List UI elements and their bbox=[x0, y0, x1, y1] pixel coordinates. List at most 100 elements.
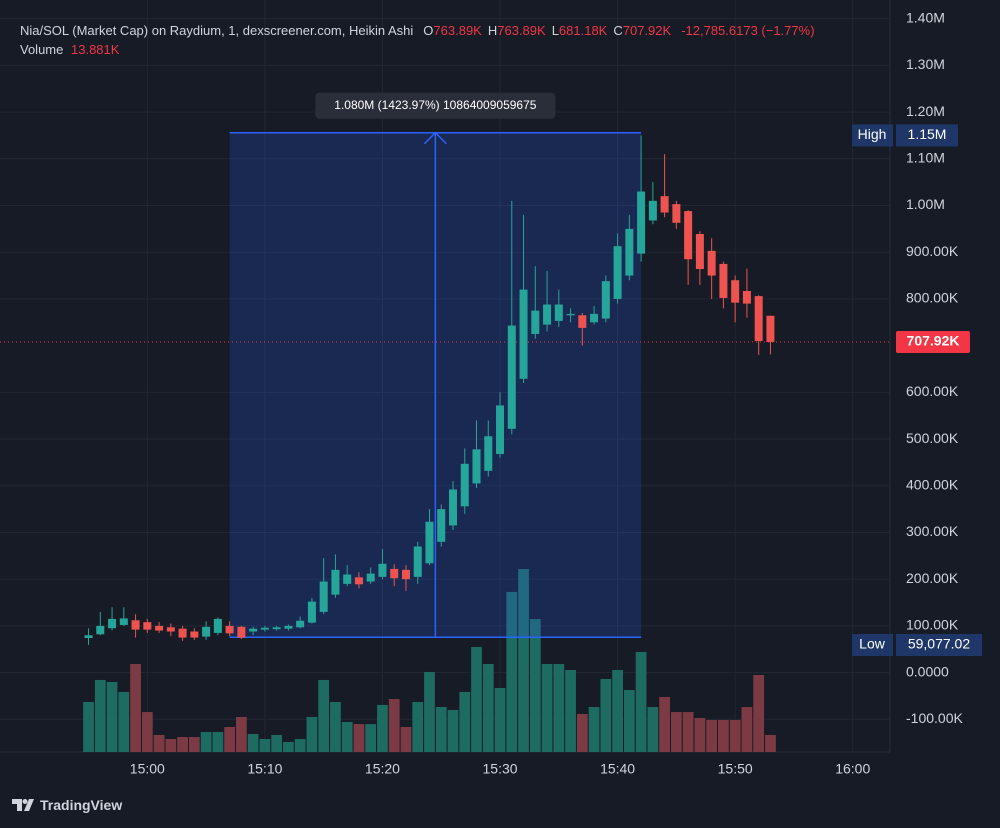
candle-body bbox=[190, 631, 199, 638]
candle-body bbox=[648, 200, 657, 221]
candle-body bbox=[601, 281, 610, 319]
change: -12,785.6173 (−1.77%) bbox=[681, 23, 815, 38]
candle-body bbox=[437, 509, 446, 542]
marker-name-box bbox=[852, 634, 893, 657]
candle-body bbox=[225, 625, 234, 634]
y-tick-label: 100.00K bbox=[906, 617, 959, 633]
candle-body bbox=[531, 310, 540, 334]
candle-body bbox=[613, 246, 622, 299]
candle-body bbox=[84, 635, 93, 639]
ohlc-value: 763.89K bbox=[497, 23, 546, 38]
volume-bar bbox=[259, 739, 271, 752]
volume-bar bbox=[388, 699, 400, 752]
volume-bar bbox=[200, 732, 212, 752]
last-price-box bbox=[896, 330, 970, 353]
x-tick-label: 15:00 bbox=[130, 761, 165, 777]
candle-body bbox=[625, 228, 634, 276]
volume-bar bbox=[729, 720, 741, 752]
candle-body bbox=[519, 289, 528, 379]
y-tick-label: 800.00K bbox=[906, 290, 959, 306]
ohlc: O763.89K H763.89K L681.18K C707.92K bbox=[423, 23, 677, 38]
volume-bar bbox=[106, 682, 118, 752]
logo bbox=[12, 799, 34, 811]
volume-bar bbox=[576, 714, 588, 752]
y-tick-label: 900.00K bbox=[906, 243, 959, 259]
volume-bar bbox=[353, 724, 365, 752]
x-tick-label: 15:20 bbox=[365, 761, 400, 777]
y-tick-label: 0.0000 bbox=[906, 663, 949, 679]
y-tick-label: 1.10M bbox=[906, 150, 945, 166]
brand: TradingView bbox=[40, 797, 123, 813]
x-tick-label: 16:00 bbox=[835, 761, 870, 777]
volume-bar bbox=[612, 669, 623, 752]
volume-bar bbox=[224, 726, 235, 752]
y-tick-label: 200.00K bbox=[906, 570, 959, 586]
volume-bar bbox=[165, 739, 177, 752]
candle-body bbox=[296, 620, 305, 628]
symbol: Nia/SOL (Market Cap) on Raydium, 1, dexs… bbox=[20, 23, 414, 38]
candle-body bbox=[319, 581, 328, 612]
volume-bar bbox=[271, 734, 283, 752]
legend: Nia/SOL (Market Cap) on Raydium, 1, dexs… bbox=[20, 21, 819, 59]
volume-bar bbox=[341, 721, 353, 752]
candle-body bbox=[178, 628, 187, 638]
candle-body bbox=[119, 618, 128, 625]
candle-body bbox=[425, 521, 434, 564]
volume-bar bbox=[706, 720, 718, 752]
candle-body bbox=[754, 296, 763, 341]
candle-body bbox=[131, 620, 140, 630]
candle-body bbox=[484, 436, 493, 471]
y-tick-label: 600.00K bbox=[906, 383, 959, 399]
candle-body bbox=[155, 625, 164, 631]
y-tick-label: 1.30M bbox=[906, 56, 945, 72]
marker-name: High bbox=[858, 126, 887, 142]
marker-value: 59,077.02 bbox=[908, 636, 970, 652]
volume-bar bbox=[482, 663, 494, 752]
volume-bar bbox=[506, 591, 518, 752]
candle-body bbox=[707, 250, 716, 276]
y-tick-label: 1.40M bbox=[906, 9, 945, 25]
ohlc-value: 681.18K bbox=[558, 23, 608, 38]
legend-row: Volume 13.881K bbox=[20, 40, 819, 59]
volume-bar bbox=[541, 663, 553, 752]
volume-bar bbox=[306, 716, 318, 752]
x-tick-label: 15:50 bbox=[718, 761, 753, 777]
volume-bar bbox=[741, 707, 753, 752]
candle-body bbox=[108, 618, 117, 629]
volume-bar bbox=[377, 704, 388, 752]
ohlc-key: L bbox=[551, 23, 559, 38]
x-tick-label: 15:40 bbox=[600, 761, 635, 777]
volume-bar bbox=[412, 701, 424, 752]
volume-bar bbox=[623, 689, 635, 752]
candle-body bbox=[413, 546, 422, 577]
candle-body bbox=[543, 304, 552, 325]
volume-bar bbox=[588, 707, 600, 752]
volume-bar bbox=[753, 675, 765, 752]
volume-value: 13.881K bbox=[71, 42, 120, 57]
candle-body bbox=[366, 573, 375, 582]
volume-bar bbox=[212, 732, 224, 752]
volume-bar bbox=[671, 712, 682, 752]
candle-body bbox=[260, 627, 269, 630]
chart: 1.080M (1423.97%) 10864009059675 1.40M 1.… bbox=[0, 0, 982, 777]
y-tick-label: 300.00K bbox=[906, 523, 959, 539]
volume-bar bbox=[83, 701, 94, 752]
last-price-label: 707.92K bbox=[907, 333, 960, 349]
y-tick-label: 1.20M bbox=[906, 103, 945, 119]
volume-bar bbox=[118, 691, 130, 752]
x-tick-label: 15:10 bbox=[247, 761, 282, 777]
volume-bar bbox=[682, 712, 694, 752]
volume-bar bbox=[635, 651, 647, 752]
volume-bar bbox=[141, 712, 153, 752]
volume-bar bbox=[565, 669, 576, 752]
volume-bar bbox=[553, 663, 565, 752]
candle-body bbox=[460, 463, 469, 507]
volume-bar bbox=[400, 726, 412, 752]
volume-name: Volume bbox=[20, 42, 64, 57]
candle-body bbox=[449, 489, 457, 526]
candle-body bbox=[331, 569, 340, 595]
y-tick-label: -100.00K bbox=[906, 710, 963, 726]
volume-bar bbox=[130, 663, 141, 752]
volume-bar bbox=[153, 734, 165, 752]
